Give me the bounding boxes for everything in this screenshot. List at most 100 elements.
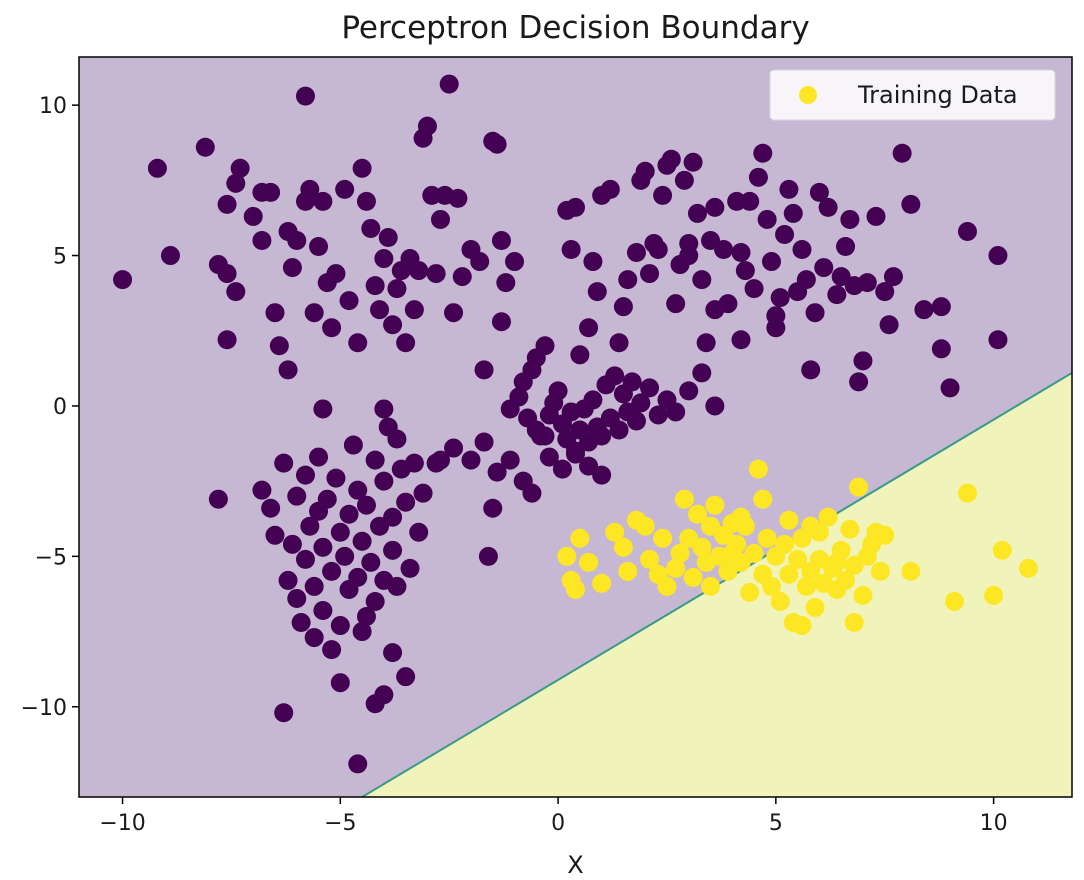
legend-label: Training Data (857, 81, 1018, 109)
data-point-class-0 (404, 300, 424, 320)
data-point-class-0 (757, 209, 777, 229)
data-point-class-1 (740, 582, 760, 602)
data-point-class-0 (740, 191, 760, 211)
data-point-class-0 (600, 179, 620, 199)
data-point-class-0 (278, 570, 298, 590)
y-axis-ticks: 10 5 0 −5 −10 (21, 94, 79, 721)
data-point-class-0 (779, 179, 799, 199)
data-point-class-0 (374, 685, 394, 705)
y-tick-label: 5 (53, 245, 67, 270)
data-point-class-0 (566, 197, 585, 217)
data-point-class-1 (875, 525, 895, 545)
data-point-class-0 (857, 273, 877, 293)
data-point-class-0 (430, 450, 450, 470)
data-point-class-0 (417, 116, 437, 136)
data-point-class-0 (679, 381, 699, 401)
data-point-class-0 (583, 390, 603, 410)
data-point-class-0 (531, 426, 551, 446)
data-point-class-1 (701, 576, 721, 596)
data-point-class-0 (300, 516, 320, 536)
data-point-class-0 (570, 345, 590, 365)
data-point-class-0 (761, 252, 781, 272)
data-point-class-0 (561, 240, 581, 260)
data-point-class-0 (265, 303, 285, 323)
data-point-class-0 (705, 396, 725, 416)
data-point-class-0 (374, 249, 394, 269)
data-point-class-0 (226, 173, 246, 193)
data-point-class-1 (670, 543, 690, 563)
data-point-class-1 (635, 516, 655, 536)
data-point-class-0 (326, 264, 346, 284)
chart-title: Perceptron Decision Boundary (341, 10, 809, 46)
data-point-class-0 (500, 450, 520, 470)
data-point-class-0 (666, 402, 686, 422)
data-point-class-0 (827, 285, 847, 305)
data-point-class-1 (818, 507, 838, 527)
data-point-class-0 (766, 306, 786, 326)
data-point-class-0 (583, 252, 603, 272)
data-point-class-1 (788, 549, 808, 569)
data-point-class-0 (496, 273, 516, 293)
legend: Training Data (769, 69, 1056, 121)
data-point-class-0 (814, 258, 834, 278)
data-point-class-1 (657, 576, 677, 596)
data-point-class-0 (439, 74, 459, 94)
data-point-class-0 (317, 489, 337, 509)
legend-marker (799, 86, 817, 104)
data-point-class-0 (444, 303, 464, 323)
data-point-class-0 (452, 267, 472, 287)
data-point-class-0 (365, 450, 385, 470)
data-point-class-0 (622, 372, 642, 392)
data-point-class-0 (626, 243, 646, 263)
data-point-class-0 (914, 300, 934, 320)
data-point-class-0 (587, 282, 607, 302)
data-point-class-0 (269, 336, 289, 356)
data-point-class-0 (892, 143, 912, 163)
data-point-class-1 (566, 579, 585, 599)
data-point-class-0 (396, 333, 416, 353)
data-point-class-0 (295, 465, 315, 485)
data-point-class-0 (470, 252, 490, 272)
data-point-class-0 (487, 462, 507, 482)
data-point-class-0 (609, 333, 629, 353)
data-point-class-0 (252, 480, 272, 500)
data-point-class-0 (957, 221, 977, 241)
data-point-class-0 (396, 492, 416, 512)
data-point-class-0 (326, 468, 346, 488)
data-point-class-1 (557, 546, 577, 566)
data-point-class-0 (422, 185, 442, 205)
data-point-class-0 (282, 258, 302, 278)
data-point-class-0 (383, 507, 403, 527)
data-point-class-0 (679, 246, 699, 266)
data-point-class-1 (592, 573, 612, 593)
data-point-class-1 (687, 504, 707, 524)
data-point-class-0 (309, 237, 329, 257)
data-point-class-1 (984, 585, 1004, 605)
data-point-class-0 (335, 179, 355, 199)
data-point-class-0 (274, 453, 294, 473)
data-point-class-0 (731, 330, 751, 350)
y-tick-label: −5 (35, 545, 67, 570)
data-point-class-1 (666, 558, 686, 578)
data-point-class-0 (579, 318, 599, 338)
data-point-class-1 (692, 537, 712, 557)
data-point-class-0 (535, 336, 555, 356)
data-point-class-0 (413, 483, 433, 503)
data-point-class-0 (879, 315, 899, 335)
data-point-class-0 (683, 152, 703, 172)
y-tick-label: 10 (39, 94, 67, 119)
data-point-class-0 (592, 426, 612, 446)
data-point-class-0 (849, 372, 869, 392)
data-point-class-0 (509, 387, 529, 407)
data-point-class-0 (383, 540, 403, 560)
data-point-class-1 (618, 561, 638, 581)
data-point-class-0 (539, 447, 559, 467)
data-point-class-1 (853, 585, 873, 605)
data-point-class-1 (731, 507, 751, 527)
data-point-class-0 (478, 546, 498, 566)
data-point-class-0 (748, 167, 768, 187)
data-point-class-1 (901, 561, 921, 581)
data-point-class-0 (866, 206, 886, 226)
data-point-class-0 (387, 279, 407, 299)
data-point-class-1 (779, 564, 799, 584)
